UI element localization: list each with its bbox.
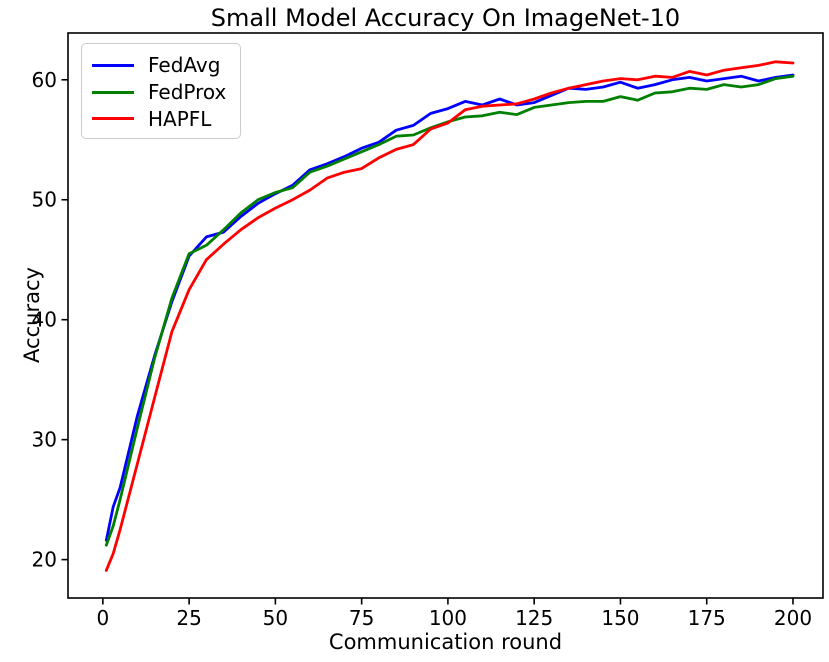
- axis-ticks: [61, 78, 794, 605]
- y-tick-label: 40: [32, 308, 57, 332]
- y-tick-label: 50: [32, 188, 57, 212]
- x-axis-label: Communication round: [328, 630, 563, 654]
- x-tick-label: 75: [349, 606, 374, 630]
- series-line-fedavg: [104, 73, 795, 542]
- y-tick-label: 30: [32, 428, 57, 452]
- y-tick-label: 20: [32, 548, 57, 572]
- legend-item-fedprox: FedProx: [92, 79, 230, 106]
- series-lines: [104, 60, 795, 572]
- legend-item-hapfl: HAPFL: [92, 105, 230, 132]
- x-tick-label: 125: [515, 606, 553, 630]
- x-tick-label: 25: [176, 606, 201, 630]
- legend-label-hapfl: HAPFL: [148, 106, 212, 131]
- x-tick-label: 50: [263, 606, 288, 630]
- x-tick-label: 150: [601, 606, 639, 630]
- x-tick-label: 175: [688, 606, 726, 630]
- series-line-fedprox: [104, 74, 795, 547]
- axes-spine: [67, 32, 824, 599]
- legend-label-fedavg: FedAvg: [148, 53, 221, 78]
- fedavg-line-swatch: [92, 63, 134, 67]
- fedprox-line-swatch: [92, 90, 134, 94]
- legend-label-fedprox: FedProx: [148, 80, 227, 104]
- chart-title: Small Model Accuracy On ImageNet-10: [210, 4, 681, 32]
- series-line-hapfl: [104, 60, 795, 572]
- x-tick-label: 0: [96, 606, 109, 630]
- x-tick-label: 100: [429, 606, 467, 630]
- x-tick-label: 200: [774, 606, 812, 630]
- axis-tick-labels: 0 25 50 75 100 125 150 175 200 20 30 40 50 60: [32, 68, 813, 630]
- y-axis-label: Accuracy: [20, 267, 44, 363]
- legend: FedAvg FedProx HAPFL: [81, 43, 241, 139]
- hapfl-line-swatch: [92, 117, 134, 121]
- y-tick-label: 60: [32, 68, 57, 92]
- legend-item-fedavg: FedAvg: [92, 52, 230, 79]
